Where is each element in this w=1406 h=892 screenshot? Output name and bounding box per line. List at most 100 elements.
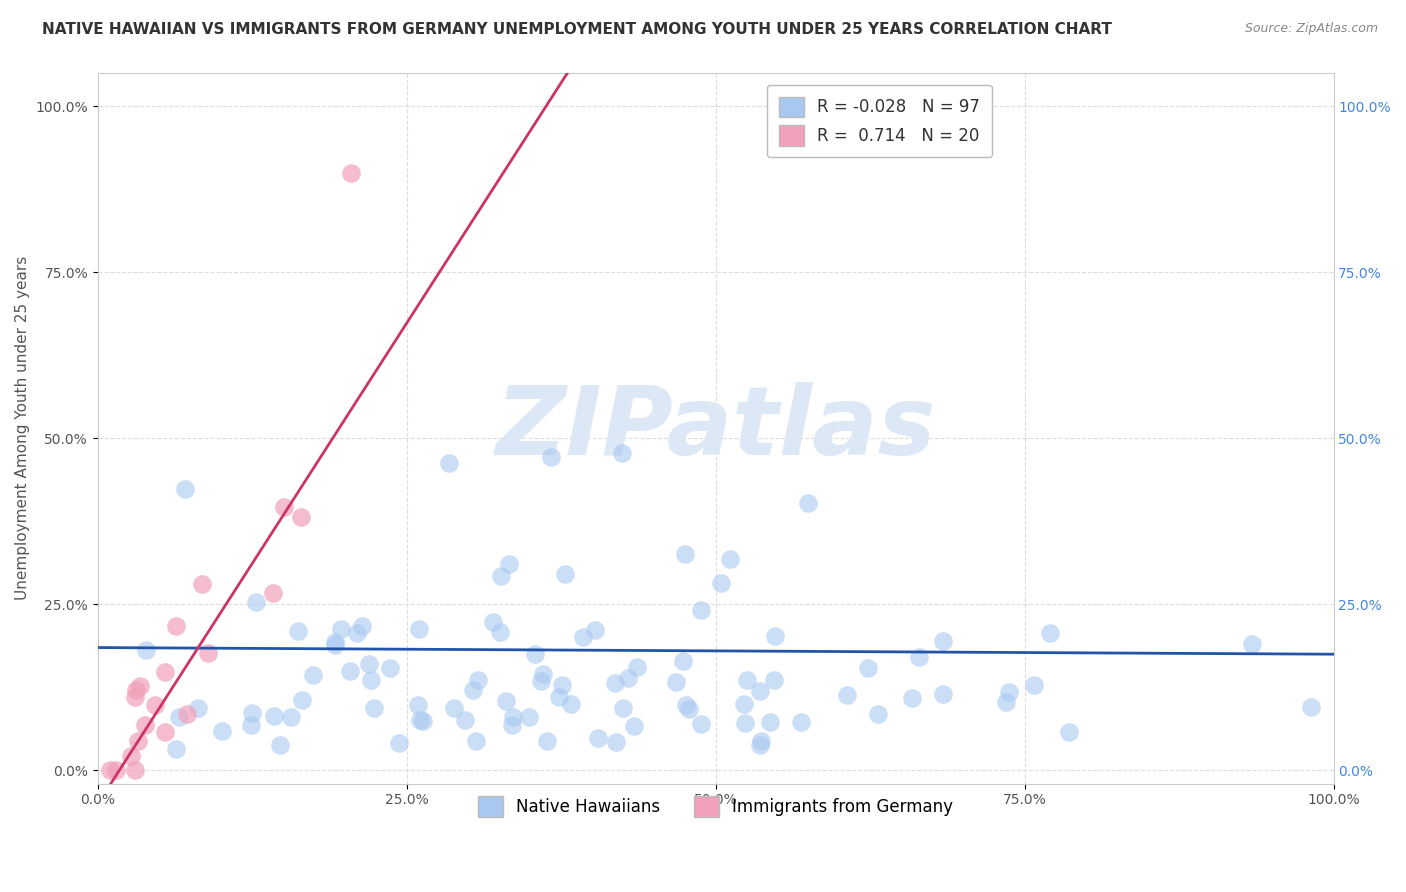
Point (165, 742, 187, 756)
Point (412, 714, 434, 728)
Point (530, 674, 553, 689)
Point (363, 701, 385, 715)
Point (551, 678, 574, 692)
Point (98, 764, 121, 778)
Point (280, 710, 302, 724)
Point (269, 738, 291, 752)
Point (672, 654, 695, 668)
Point (759, 714, 782, 729)
Point (709, 575, 731, 590)
Point (120, 749, 142, 764)
Point (734, 716, 756, 731)
Point (501, 718, 523, 732)
Point (463, 682, 485, 697)
Point (523, 648, 546, 662)
Point (995, 695, 1018, 709)
Point (748, 738, 770, 752)
Point (464, 734, 486, 748)
Point (124, 690, 146, 704)
Point (675, 698, 697, 712)
Point (1057, 725, 1080, 739)
Point (173, 482, 195, 496)
Point (617, 672, 640, 686)
Point (502, 709, 524, 723)
Point (665, 674, 688, 689)
Point (262, 585, 284, 599)
Point (837, 688, 859, 702)
Point (560, 697, 582, 711)
Point (143, 698, 166, 712)
Point (797, 496, 820, 510)
Point (789, 714, 811, 729)
Point (165, 619, 187, 633)
Point (554, 567, 576, 582)
Point (572, 630, 595, 644)
Point (408, 623, 430, 637)
Point (1240, 637, 1263, 651)
Point (467, 673, 489, 688)
Point (517, 710, 540, 724)
Point (155, 665, 177, 679)
Point (350, 619, 373, 633)
Text: ZIPatlas: ZIPatlas (495, 382, 936, 475)
Point (273, 500, 295, 514)
Text: Source: ZipAtlas.com: Source: ZipAtlas.com (1244, 22, 1378, 36)
Point (437, 456, 460, 470)
Point (340, 166, 363, 180)
Point (245, 594, 267, 608)
Point (763, 673, 786, 687)
Point (125, 682, 148, 697)
Point (932, 634, 955, 648)
Point (176, 706, 198, 721)
Point (868, 706, 890, 721)
Point (495, 694, 517, 708)
Point (540, 450, 562, 464)
Point (718, 551, 741, 566)
Point (240, 706, 263, 720)
Point (453, 713, 475, 727)
Legend: Native Hawaiians, Immigrants from Germany: Native Hawaiians, Immigrants from German… (470, 789, 962, 825)
Point (330, 622, 353, 636)
Point (763, 629, 786, 643)
Point (610, 446, 633, 460)
Point (997, 685, 1019, 699)
Point (1022, 678, 1045, 692)
Point (135, 642, 157, 657)
Point (211, 724, 233, 739)
Point (733, 697, 755, 711)
Point (605, 676, 627, 690)
Text: NATIVE HAWAIIAN VS IMMIGRANTS FROM GERMANY UNEMPLOYMENT AMONG YOUTH UNDER 25 YEA: NATIVE HAWAIIAN VS IMMIGRANTS FROM GERMA… (42, 22, 1112, 37)
Point (291, 693, 314, 707)
Point (481, 615, 503, 630)
Point (409, 713, 432, 727)
Point (491, 569, 513, 583)
Point (583, 623, 606, 637)
Point (689, 603, 711, 617)
Point (323, 634, 346, 648)
Point (536, 733, 558, 747)
Point (498, 558, 520, 572)
Point (104, 764, 127, 778)
Point (605, 735, 627, 749)
Point (197, 646, 219, 660)
Point (155, 725, 177, 739)
Point (124, 764, 146, 778)
Point (1301, 700, 1323, 714)
Point (531, 666, 554, 681)
Y-axis label: Unemployment Among Youth under 25 years: Unemployment Among Youth under 25 years (15, 256, 30, 600)
Point (169, 710, 191, 724)
Point (290, 509, 312, 524)
Point (858, 660, 880, 674)
Point (191, 576, 214, 591)
Point (357, 657, 380, 672)
Point (901, 691, 924, 706)
Point (302, 667, 325, 681)
Point (690, 716, 713, 731)
Point (678, 702, 700, 716)
Point (346, 625, 368, 640)
Point (612, 700, 634, 714)
Point (547, 690, 569, 704)
Point (127, 733, 149, 747)
Point (737, 673, 759, 688)
Point (187, 701, 209, 715)
